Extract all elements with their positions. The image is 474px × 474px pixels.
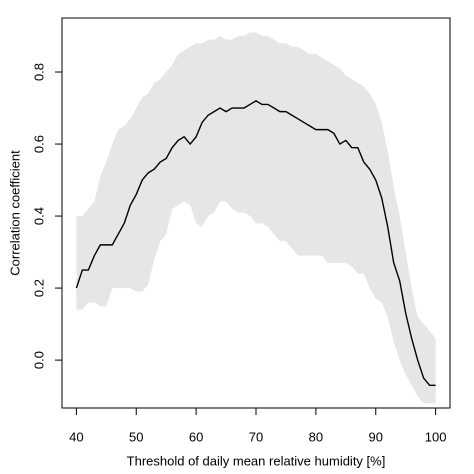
x-tick-label: 60	[189, 429, 203, 444]
y-axis-title: Correlation coefficient	[7, 150, 22, 276]
x-axis-title: Threshold of daily mean relative humidit…	[127, 453, 386, 468]
y-tick-label: 0.4	[31, 207, 46, 225]
x-tick-label: 70	[249, 429, 263, 444]
x-tick-label: 90	[369, 429, 383, 444]
y-tick-label: 0.8	[31, 63, 46, 81]
x-tick-label: 50	[129, 429, 143, 444]
x-tick-label: 100	[425, 429, 447, 444]
y-tick-label: 0.6	[31, 135, 46, 153]
data-line	[75, 100, 436, 387]
x-tick-label: 40	[69, 429, 83, 444]
x-tick-label: 80	[309, 429, 323, 444]
confidence-band	[76, 32, 436, 404]
y-tick-label: 0.0	[31, 351, 46, 369]
y-tick-label: 0.2	[31, 279, 46, 297]
